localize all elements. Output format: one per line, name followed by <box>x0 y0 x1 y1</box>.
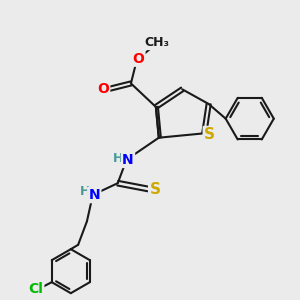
Text: N: N <box>122 153 134 167</box>
Text: H: H <box>113 152 124 165</box>
Text: S: S <box>204 127 215 142</box>
Text: S: S <box>149 182 161 196</box>
Text: O: O <box>97 82 109 96</box>
Text: H: H <box>80 185 90 199</box>
Text: Cl: Cl <box>28 282 43 296</box>
Text: O: O <box>132 52 144 65</box>
Text: N: N <box>88 188 100 202</box>
Text: CH₃: CH₃ <box>145 36 170 49</box>
